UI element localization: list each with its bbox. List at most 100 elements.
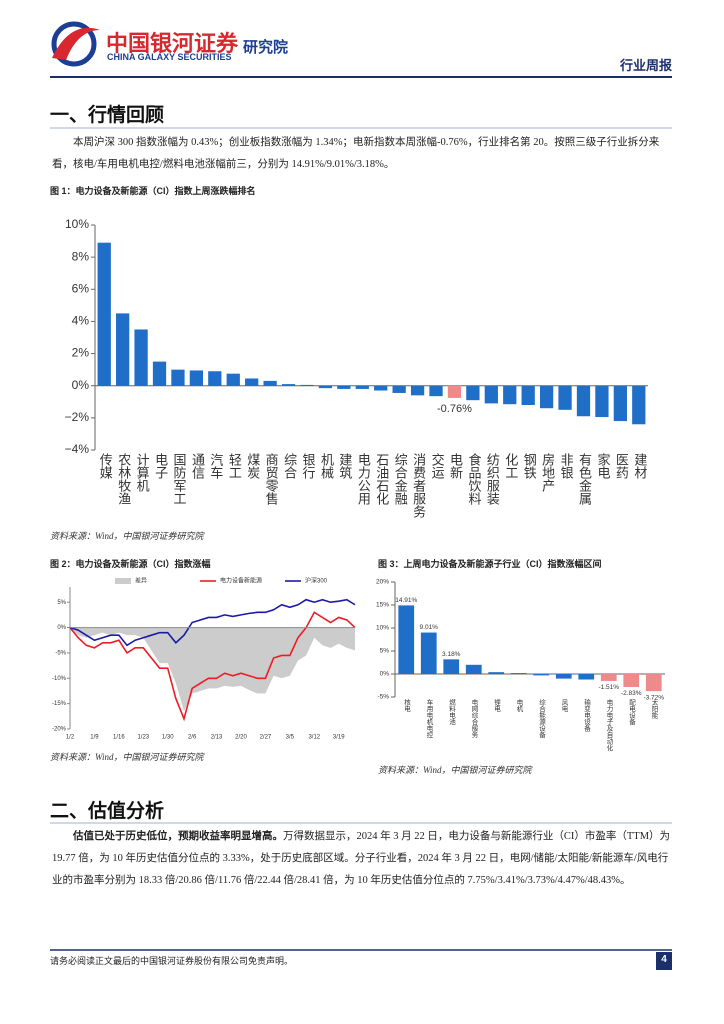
brand: 中国银河证券: [106, 32, 239, 57]
x-tick-label: 3/12: [308, 735, 320, 741]
institute: 研究院: [243, 38, 289, 56]
legend-label: 差异: [135, 577, 147, 585]
y-tick-label: 8%: [72, 249, 90, 263]
brand-en: CHINA GALAXY SECURITIES: [107, 52, 232, 62]
report-type: 行业周报: [619, 59, 672, 74]
y-tick-label: -15%: [52, 701, 67, 707]
x-tick-label: 计算机: [135, 453, 150, 493]
figure-source: 资料来源：Wind，中国银河证券研究院: [378, 765, 532, 775]
x-tick-label: 电机: [515, 698, 523, 714]
bar: [263, 380, 277, 386]
x-tick-label: 机械: [319, 453, 334, 479]
bar: [420, 632, 437, 674]
x-tick-label: 电网综合服务: [470, 698, 478, 740]
x-tick-label: 1/30: [162, 735, 174, 741]
bar: [355, 385, 369, 389]
x-tick-label: 综合: [282, 453, 297, 479]
x-tick-label: 汽车: [208, 453, 223, 479]
disclaimer: 请务必阅读正文最后的中国银河证券股份有限公司免责声明。: [50, 957, 294, 967]
line: [69, 611, 356, 722]
y-tick-label: 0%: [72, 378, 90, 392]
x-tick-label: 煤炭: [245, 453, 260, 480]
x-tick-label: 电子: [153, 453, 168, 479]
bar: [374, 385, 388, 391]
value-label: 3.18%: [442, 651, 461, 658]
x-tick-label: 家电: [595, 452, 610, 479]
paragraph: 估值已处于历史低位，预期收益率明显增高。万得数据显示，2024 年 3 月 22…: [52, 826, 672, 892]
bar: [613, 385, 627, 422]
figure-caption: 图 1：电力设备及新能源（CI）指数上周涨跌幅排名: [50, 186, 256, 196]
y-tick-label: 5%: [57, 600, 66, 606]
value-label: -2.83%: [621, 690, 642, 697]
bar: [97, 242, 111, 386]
bar: [447, 385, 462, 398]
y-tick-label: 6%: [72, 281, 90, 295]
bar: [443, 659, 460, 674]
x-tick-label: 电新: [448, 453, 463, 479]
x-tick-label: 风电: [560, 699, 568, 713]
bar: [533, 674, 550, 676]
y-tick-label: -20%: [52, 727, 67, 733]
x-tick-label: 1/2: [66, 735, 75, 741]
x-tick-label: 车用电机电控: [425, 698, 433, 740]
x-tick-label: 银行: [301, 453, 316, 480]
legend-label: 电力设备新能源: [220, 577, 262, 585]
x-tick-label: 有色金属: [577, 453, 592, 506]
bar: [576, 385, 591, 417]
bar: [595, 385, 609, 418]
logo: [51, 21, 100, 67]
bar: [510, 673, 527, 674]
bar: [116, 313, 130, 386]
x-tick-label: 通信: [190, 453, 205, 479]
x-tick-label: 钢铁: [522, 453, 537, 479]
figure-source: 资料来源：Wind，中国银河证券研究院: [50, 752, 204, 762]
x-tick-label: 2/27: [260, 735, 272, 741]
bar: [171, 369, 185, 386]
bar: [410, 385, 425, 396]
y-tick-label: 20%: [376, 579, 389, 586]
y-tick-label: 2%: [72, 346, 90, 360]
x-tick-label: 建筑: [337, 453, 352, 480]
x-tick-label: 锂电: [493, 698, 501, 713]
bar: [189, 370, 204, 386]
x-tick-label: 1/23: [137, 735, 149, 741]
bar: [392, 385, 406, 393]
x-tick-label: 电力电子及自动化: [605, 698, 613, 753]
bar: [337, 385, 351, 389]
figure-caption: 图 3：上周电力设备及新能源子行业（CI）指数涨幅区间: [378, 559, 602, 569]
bar: [623, 674, 640, 688]
bar: [398, 605, 415, 674]
area: [70, 627, 355, 712]
bar: [208, 371, 222, 386]
x-tick-label: 轻工: [227, 453, 242, 479]
x-tick-label: 核电: [403, 698, 411, 713]
x-tick-label: 3/19: [333, 735, 345, 741]
bar: [465, 664, 482, 674]
x-tick-label: 输变电设备: [583, 698, 591, 733]
value-label: 9.01%: [420, 624, 439, 631]
x-tick-label: 太阳能: [650, 698, 658, 720]
y-tick-label: 15%: [376, 602, 389, 609]
x-tick-label: 电力公用: [356, 453, 371, 506]
bar: [429, 385, 443, 397]
y-tick-label: 0%: [57, 625, 66, 631]
bar: [555, 674, 572, 679]
paragraph: 本周沪深 300 指数涨幅为 0.43%；创业板指数涨幅为 1.34%；电新指数…: [52, 137, 660, 170]
x-tick-label: 化工: [503, 453, 518, 479]
x-tick-label: 房地产: [540, 452, 555, 493]
x-tick-label: 消费者服务: [411, 453, 426, 518]
bar: [134, 329, 148, 386]
y-tick-label: -5%: [377, 694, 389, 701]
x-tick-label: 2/13: [211, 735, 223, 741]
y-tick-label: 0%: [380, 671, 390, 678]
figure-caption: 图 2：电力设备及新能源（CI）指数涨幅: [50, 559, 211, 569]
x-tick-label: 1/9: [90, 735, 99, 741]
x-tick-label: 1/16: [113, 735, 125, 741]
bar: [503, 385, 517, 405]
bar: [558, 385, 572, 410]
section-title: 二、估值分析: [50, 800, 165, 822]
bar: [318, 385, 333, 389]
line: [69, 598, 356, 647]
paragraph-text: 万得数据显示，2024 年 3 月 22 日，电力设备与新能源行业（CI）市盈率…: [52, 831, 671, 886]
bar: [600, 674, 617, 681]
